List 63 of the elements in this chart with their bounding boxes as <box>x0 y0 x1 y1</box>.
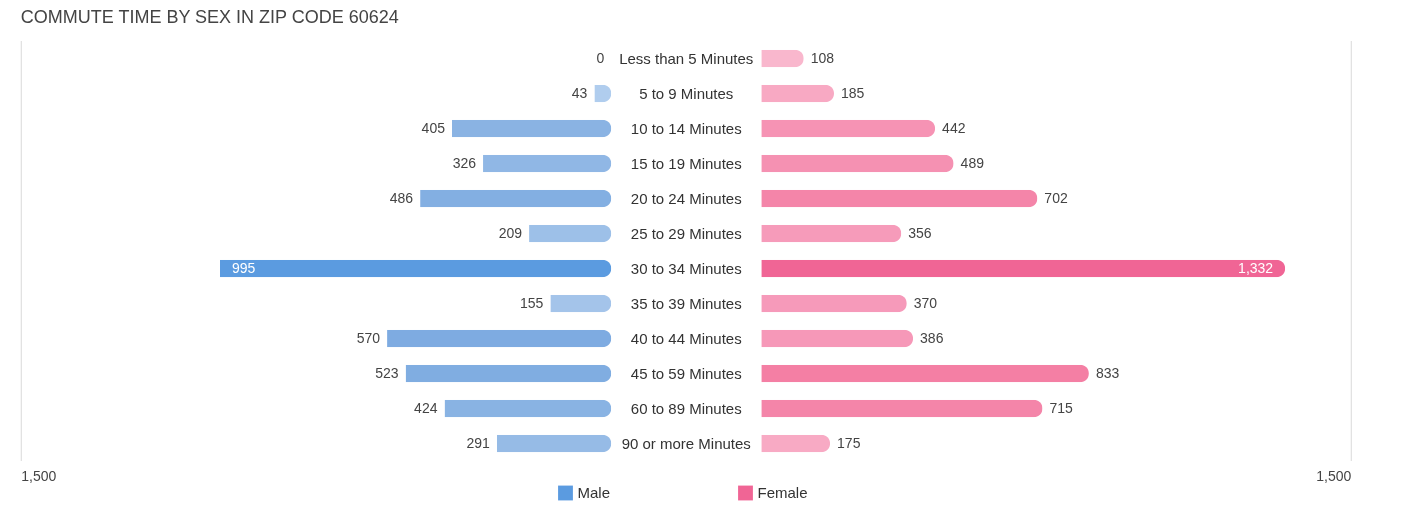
bar <box>761 224 902 243</box>
data-label: 523 <box>375 364 399 381</box>
data-label: 833 <box>1095 364 1120 381</box>
bar <box>405 364 612 383</box>
bar <box>550 294 612 313</box>
y-tick-label: 40 to 44 Minutes <box>630 329 742 347</box>
bar <box>761 364 1089 383</box>
legend-label: Male <box>577 484 611 501</box>
bar <box>761 294 907 313</box>
data-label: 43 <box>571 84 588 101</box>
data-label: 155 <box>519 294 544 311</box>
bar <box>483 154 612 173</box>
y-tick-label: 10 to 14 Minutes <box>630 119 742 137</box>
chart-title: COMMUTE TIME BY SEX IN ZIP CODE 60624 <box>20 6 399 27</box>
y-tick-label: 60 to 89 Minutes <box>630 399 742 417</box>
data-label: 291 <box>466 434 490 451</box>
y-tick-label: 90 or more Minutes <box>621 434 751 452</box>
bar <box>761 259 1286 278</box>
text: 1,500 <box>1316 468 1352 484</box>
y-tick-label: 45 to 59 Minutes <box>630 364 742 382</box>
data-label: 489 <box>960 154 985 171</box>
y-tick-label: 20 to 24 Minutes <box>630 189 742 207</box>
y-tick-label: 35 to 39 Minutes <box>630 294 742 312</box>
bar <box>387 329 612 348</box>
data-label: 424 <box>414 399 438 416</box>
bar <box>761 434 831 453</box>
bar <box>761 49 804 68</box>
data-label: 185 <box>841 84 865 101</box>
data-label: 108 <box>810 49 835 66</box>
data-label: 1,332 <box>1238 259 1274 276</box>
data-label: 175 <box>837 434 861 451</box>
data-label: 405 <box>421 119 446 136</box>
bar <box>761 154 954 173</box>
data-label: 995 <box>231 259 256 276</box>
data-label: 570 <box>356 329 381 346</box>
bar <box>761 329 914 348</box>
y-tick-label: 30 to 34 Minutes <box>630 259 742 277</box>
bar <box>420 189 612 208</box>
y-tick-label: 25 to 29 Minutes <box>630 224 742 242</box>
data-label: 442 <box>942 119 966 136</box>
bar <box>761 189 1038 208</box>
data-label: 326 <box>452 154 477 171</box>
bar <box>761 399 1043 418</box>
y-tick-label: Less than 5 Minutes <box>619 49 754 67</box>
bar <box>444 399 612 418</box>
bar <box>496 434 612 453</box>
bar <box>529 224 612 243</box>
data-label: 486 <box>389 189 414 206</box>
data-label: 356 <box>908 224 932 241</box>
data-label: 209 <box>498 224 523 241</box>
data-label: 370 <box>913 294 938 311</box>
data-label: 702 <box>1044 189 1068 206</box>
bar <box>451 119 612 138</box>
legend-label: Female <box>757 484 808 501</box>
y-tick-label: 5 to 9 Minutes <box>639 84 734 102</box>
text: 1,500 <box>21 468 57 484</box>
y-tick-label: 15 to 19 Minutes <box>630 154 742 172</box>
data-label: 0 <box>596 49 605 66</box>
bar <box>761 84 835 103</box>
bar <box>219 259 612 278</box>
data-label: 386 <box>920 329 944 346</box>
data-label: 715 <box>1049 399 1074 416</box>
bar <box>761 119 936 138</box>
